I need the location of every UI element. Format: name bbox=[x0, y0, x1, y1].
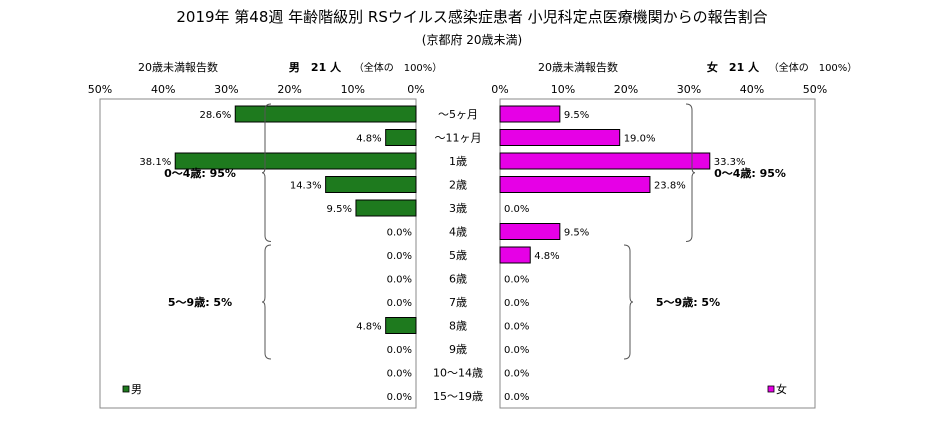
age-group-brackets: 0～4歳: 95% 5～9歳: 5% 0～4歳: 95% 5～9歳: 5% bbox=[164, 103, 786, 360]
male-bracket-label: 0～4歳: 95% bbox=[164, 166, 236, 180]
male-bar-label: 9.5% bbox=[327, 204, 352, 215]
right-tick-label: 30% bbox=[677, 83, 701, 96]
female-bar-label: 9.5% bbox=[564, 228, 589, 239]
female-bar-label: 0.0% bbox=[504, 369, 529, 380]
left-header-total: （全体の 100%） bbox=[354, 61, 443, 74]
category-label: 1歳 bbox=[449, 155, 467, 168]
right-tick-label: 50% bbox=[803, 83, 827, 96]
female-series: 9.5% 19.0% 33.3% 23.8% 0.0% 9.5% 4.8% 0.0% 0.0% 0… bbox=[499, 105, 746, 403]
female-bar-label: 4.8% bbox=[534, 251, 559, 262]
male-bar-label: 0.0% bbox=[387, 275, 412, 286]
left-tick-label: 50% bbox=[88, 83, 112, 96]
female-bracket-label: 0～4歳: 95% bbox=[714, 166, 786, 180]
category-label: 3歳 bbox=[449, 202, 467, 215]
female-bar bbox=[499, 246, 531, 264]
female-legend-swatch bbox=[767, 385, 775, 393]
female-bar-label: 0.0% bbox=[504, 345, 529, 356]
male-bar-label: 0.0% bbox=[387, 369, 412, 380]
female-bar-label: 19.0% bbox=[624, 134, 656, 145]
right-header-label: 20歳未満報告数 bbox=[538, 61, 618, 74]
category-label: 2歳 bbox=[449, 179, 467, 192]
male-bar bbox=[234, 105, 417, 123]
male-legend: 男 bbox=[122, 383, 142, 396]
right-header-count: 女 21 人 bbox=[707, 60, 760, 74]
category-label: 5歳 bbox=[449, 249, 467, 262]
male-bar-label: 4.8% bbox=[356, 134, 381, 145]
category-label: 10～14歳 bbox=[433, 367, 483, 380]
male-legend-swatch bbox=[122, 385, 130, 393]
age-category-labels: ～5ヶ月 ～11ヶ月 1歳 2歳 3歳 4歳 5歳 6歳 7歳 8歳 9歳 10～14歳 15～19歳 bbox=[433, 108, 483, 403]
chart-title: 2019年 第48週 年齢階級別 RSウイルス感染症患者 小児科定点医療機関から… bbox=[176, 8, 767, 26]
female-bar bbox=[499, 223, 561, 240]
left-tick-label: 40% bbox=[151, 83, 175, 96]
male-bar-label: 0.0% bbox=[387, 228, 412, 239]
female-bar-label: 0.0% bbox=[504, 204, 529, 215]
right-axis-ticks: 0% 10% 20% 30% 40% 50% bbox=[491, 83, 827, 96]
category-label: 9歳 bbox=[449, 343, 467, 356]
female-bar bbox=[499, 152, 711, 170]
left-header-label: 20歳未満報告数 bbox=[138, 61, 218, 74]
male-bracket-label: 5～9歳: 5% bbox=[168, 295, 232, 309]
male-bar-label: 14.3% bbox=[290, 181, 322, 192]
female-bar bbox=[499, 105, 561, 123]
male-bar bbox=[174, 152, 417, 170]
male-bar-label: 38.1% bbox=[139, 157, 171, 168]
male-bar-label: 0.0% bbox=[387, 392, 412, 403]
right-plot-area bbox=[499, 98, 816, 409]
category-label: ～11ヶ月 bbox=[435, 132, 482, 145]
female-bar-label: 33.3% bbox=[714, 157, 746, 168]
male-legend-label: 男 bbox=[131, 383, 142, 396]
category-label: 15～19歳 bbox=[433, 390, 483, 403]
left-plot-area bbox=[99, 98, 417, 409]
female-bar-label: 0.0% bbox=[504, 298, 529, 309]
male-bar-label: 4.8% bbox=[356, 322, 381, 333]
male-bar-label: 0.0% bbox=[387, 251, 412, 262]
female-legend-label: 女 bbox=[776, 382, 787, 396]
right-header-total: （全体の 100%） bbox=[769, 61, 858, 74]
left-tick-label: 30% bbox=[214, 83, 238, 96]
category-label: ～5ヶ月 bbox=[438, 108, 478, 121]
right-tick-label: 20% bbox=[614, 83, 638, 96]
male-series: 28.6% 4.8% 38.1% 14.3% 9.5% 0.0% 0.0% 0.0% 0.0% 4… bbox=[139, 105, 417, 403]
female-bar-label: 9.5% bbox=[564, 110, 589, 121]
male-bracket bbox=[261, 244, 272, 360]
category-label: 8歳 bbox=[449, 320, 467, 333]
male-bar-label: 28.6% bbox=[199, 110, 231, 121]
left-header-count: 男 21 人 bbox=[289, 60, 342, 74]
male-bar bbox=[355, 199, 417, 217]
female-bar-label: 0.0% bbox=[504, 392, 529, 403]
category-label: 4歳 bbox=[449, 226, 467, 239]
category-label: 7歳 bbox=[449, 296, 467, 309]
female-bar bbox=[499, 176, 651, 193]
female-legend: 女 bbox=[767, 382, 787, 396]
female-bar-label: 0.0% bbox=[504, 322, 529, 333]
female-bar-label: 0.0% bbox=[504, 275, 529, 286]
male-bar bbox=[385, 317, 417, 334]
female-bar-label: 23.8% bbox=[654, 181, 686, 192]
male-bar bbox=[385, 129, 417, 146]
category-label: 6歳 bbox=[449, 273, 467, 286]
left-tick-label: 20% bbox=[277, 83, 301, 96]
female-bracket bbox=[623, 244, 634, 360]
female-bracket-label: 5～9歳: 5% bbox=[656, 295, 720, 309]
female-bracket bbox=[685, 103, 696, 242]
male-bar bbox=[325, 176, 417, 193]
male-bracket bbox=[261, 103, 272, 242]
male-bar-label: 0.0% bbox=[387, 298, 412, 309]
left-tick-label: 0% bbox=[407, 83, 424, 96]
right-tick-label: 0% bbox=[491, 83, 508, 96]
male-bar-label: 0.0% bbox=[387, 345, 412, 356]
left-tick-label: 10% bbox=[341, 83, 365, 96]
right-tick-label: 10% bbox=[551, 83, 575, 96]
right-tick-label: 40% bbox=[740, 83, 764, 96]
left-axis-ticks: 50% 40% 30% 20% 10% 0% bbox=[88, 83, 425, 96]
chart-subtitle: (京都府 20歳未満) bbox=[422, 32, 522, 47]
female-bar bbox=[499, 129, 621, 146]
